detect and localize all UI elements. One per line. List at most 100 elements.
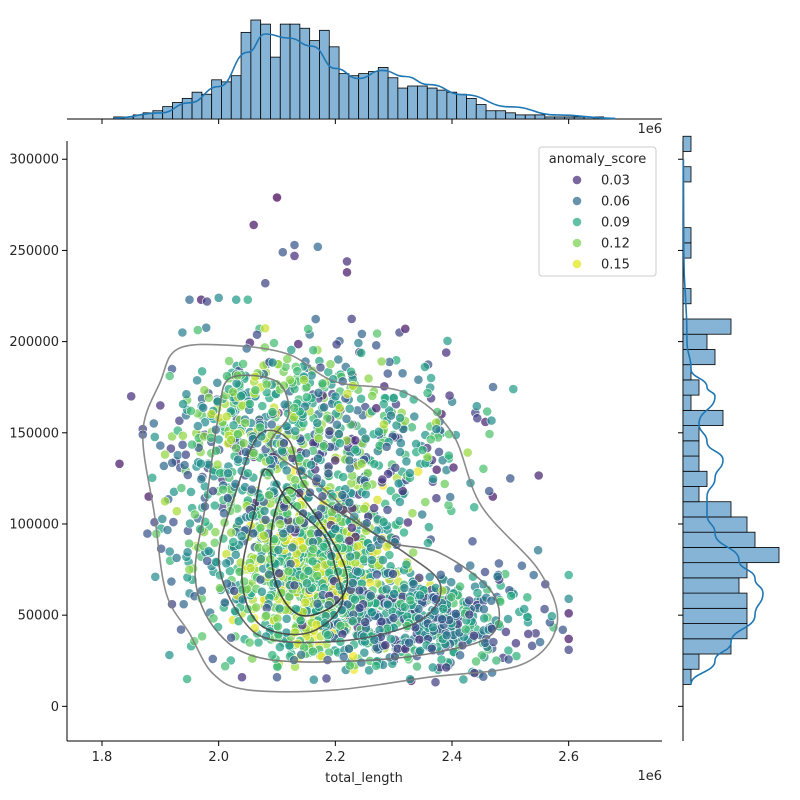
scatter-point [472, 588, 483, 598]
scatter-point [322, 413, 333, 424]
scatter-point [287, 542, 298, 553]
legend: anomaly_score 0.03 0.06 0.09 0.12 0.15 [538, 146, 657, 277]
scatter-point [333, 502, 344, 513]
right-histogram-bar [682, 135, 692, 152]
scatter-point [210, 527, 221, 537]
scatter-point [325, 359, 336, 370]
top-histogram-bar [564, 116, 575, 120]
scatter-point [476, 650, 487, 661]
top-histogram-bar [309, 40, 320, 120]
y-tick-label: 200000 [9, 335, 59, 350]
right-histogram-bar [682, 668, 692, 685]
scatter-point [290, 426, 301, 436]
scatter-point [478, 463, 489, 474]
scatter-point [342, 267, 352, 278]
scatter-point [469, 630, 479, 641]
scatter-point [260, 543, 271, 554]
scatter-point [197, 631, 207, 642]
scatter-point [395, 438, 406, 448]
legend-label: 0.06 [601, 195, 630, 210]
scatter-point [438, 603, 449, 614]
right-histogram-bar [682, 318, 732, 335]
scatter-point [335, 620, 346, 631]
scatter-point [221, 411, 232, 422]
scatter-point [563, 644, 574, 655]
scatter-point [356, 458, 367, 469]
scatter-point [275, 519, 286, 529]
top-histogram-bar [554, 116, 565, 120]
scatter-point [323, 468, 334, 479]
scatter-point [372, 328, 382, 339]
scatter-point [443, 450, 454, 461]
scatter-point [222, 371, 232, 381]
scatter-point [376, 356, 387, 367]
scatter-point [297, 543, 308, 553]
scatter-point [441, 662, 452, 673]
scatter-point [464, 609, 475, 620]
scatter-point [264, 490, 274, 501]
scatter-point [342, 256, 352, 267]
scatter-point [199, 385, 210, 396]
scatter-point [563, 570, 574, 580]
x-tick-label: 2.0 [208, 750, 229, 765]
scatter-point [289, 250, 300, 261]
main-scatter-plot: 1.8 2.0 2.2 2.4 2.6 0 50000 100000 150000 200000 2… [9, 141, 662, 765]
scatter-point [257, 401, 268, 411]
scatter-point [157, 514, 168, 524]
scatter-point [142, 528, 153, 539]
top-histogram-bar [387, 77, 399, 120]
scatter-point [181, 389, 192, 400]
scatter-point [479, 613, 490, 624]
scatter-point [177, 430, 188, 441]
scatter-point [267, 406, 278, 417]
x-tick-label: 2.4 [442, 750, 463, 765]
scatter-point [294, 515, 305, 526]
scatter-point [503, 654, 514, 665]
scatter-point [423, 522, 434, 532]
scatter-point [197, 366, 207, 377]
scatter-point [330, 455, 341, 466]
scatter-point [286, 344, 297, 355]
scatter-point [315, 362, 326, 373]
scatter-point [255, 574, 266, 585]
legend-label: 0.12 [601, 237, 630, 252]
scatter-point [349, 594, 360, 605]
right-histogram-bar [682, 364, 692, 381]
x-tick-label: 2.6 [558, 750, 579, 765]
top-histogram-bar [181, 97, 193, 120]
scatter-point [341, 413, 352, 424]
scatter-point [417, 509, 428, 520]
scatter-point [231, 378, 242, 389]
right-histogram-bar [682, 425, 700, 442]
right-histogram-bar [682, 440, 700, 457]
scatter-point [417, 445, 428, 455]
scatter-point [356, 393, 366, 404]
scatter-point [420, 497, 431, 507]
scatter-point [313, 433, 324, 444]
scatter-point [413, 374, 424, 385]
scatter-point [344, 497, 355, 508]
scatter-point [259, 505, 270, 516]
scatter-point [160, 496, 170, 507]
scatter-point [382, 368, 393, 379]
scatter-point [346, 522, 357, 533]
scatter-point [334, 438, 345, 449]
scatter-point [237, 672, 247, 683]
scatter-point [192, 375, 202, 386]
scatter-point [264, 569, 274, 580]
scatter-point [167, 457, 178, 468]
scatter-point [236, 531, 247, 542]
scatter-point [251, 602, 261, 613]
legend-marker [572, 217, 582, 227]
legend-label: 0.09 [601, 216, 630, 231]
scatter-point [356, 347, 367, 358]
scatter-point [422, 451, 433, 462]
scatter-point [289, 402, 300, 413]
scatter-point [359, 503, 369, 514]
scatter-point [260, 278, 271, 289]
scatter-point [236, 391, 246, 401]
legend-marker [572, 238, 582, 248]
kde-contour-level [269, 486, 349, 617]
scatter-point [164, 546, 175, 557]
top-histogram-bar [544, 116, 556, 120]
